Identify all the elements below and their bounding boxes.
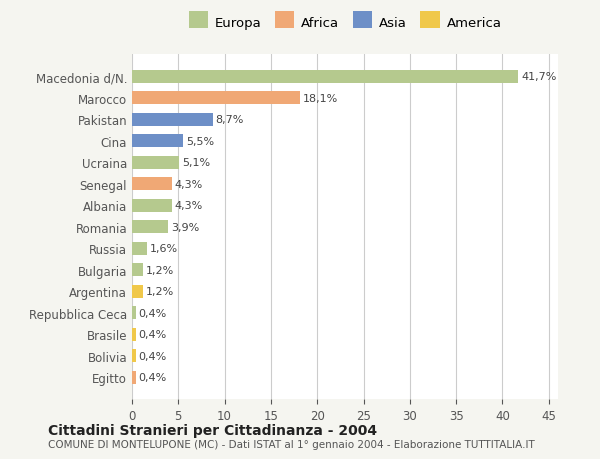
Bar: [132, 157, 179, 169]
Text: 4,3%: 4,3%: [175, 201, 203, 211]
Bar: [132, 199, 172, 212]
Text: 1,6%: 1,6%: [149, 244, 178, 254]
Bar: [132, 242, 147, 255]
Bar: [132, 349, 136, 362]
Text: 4,3%: 4,3%: [175, 179, 203, 189]
Text: 3,9%: 3,9%: [171, 222, 199, 232]
Bar: [132, 307, 136, 319]
Text: 1,2%: 1,2%: [146, 286, 174, 297]
Bar: [132, 263, 143, 276]
Bar: [132, 113, 212, 127]
Text: 0,4%: 0,4%: [139, 330, 167, 339]
Text: Cittadini Stranieri per Cittadinanza - 2004: Cittadini Stranieri per Cittadinanza - 2…: [48, 423, 377, 437]
Bar: [132, 285, 143, 298]
Bar: [132, 178, 172, 191]
Bar: [132, 221, 168, 234]
Text: 0,4%: 0,4%: [139, 351, 167, 361]
Bar: [132, 135, 183, 148]
Legend: Europa, Africa, Asia, America: Europa, Africa, Asia, America: [188, 17, 502, 30]
Text: 0,4%: 0,4%: [139, 308, 167, 318]
Text: 5,5%: 5,5%: [186, 136, 214, 146]
Text: 1,2%: 1,2%: [146, 265, 174, 275]
Text: 5,1%: 5,1%: [182, 158, 210, 168]
Text: COMUNE DI MONTELUPONE (MC) - Dati ISTAT al 1° gennaio 2004 - Elaborazione TUTTIT: COMUNE DI MONTELUPONE (MC) - Dati ISTAT …: [48, 440, 535, 449]
Text: 0,4%: 0,4%: [139, 372, 167, 382]
Bar: [132, 71, 518, 84]
Text: 8,7%: 8,7%: [215, 115, 244, 125]
Bar: [132, 371, 136, 384]
Text: 41,7%: 41,7%: [521, 72, 556, 82]
Text: 18,1%: 18,1%: [302, 94, 338, 104]
Bar: [132, 92, 299, 105]
Bar: [132, 328, 136, 341]
